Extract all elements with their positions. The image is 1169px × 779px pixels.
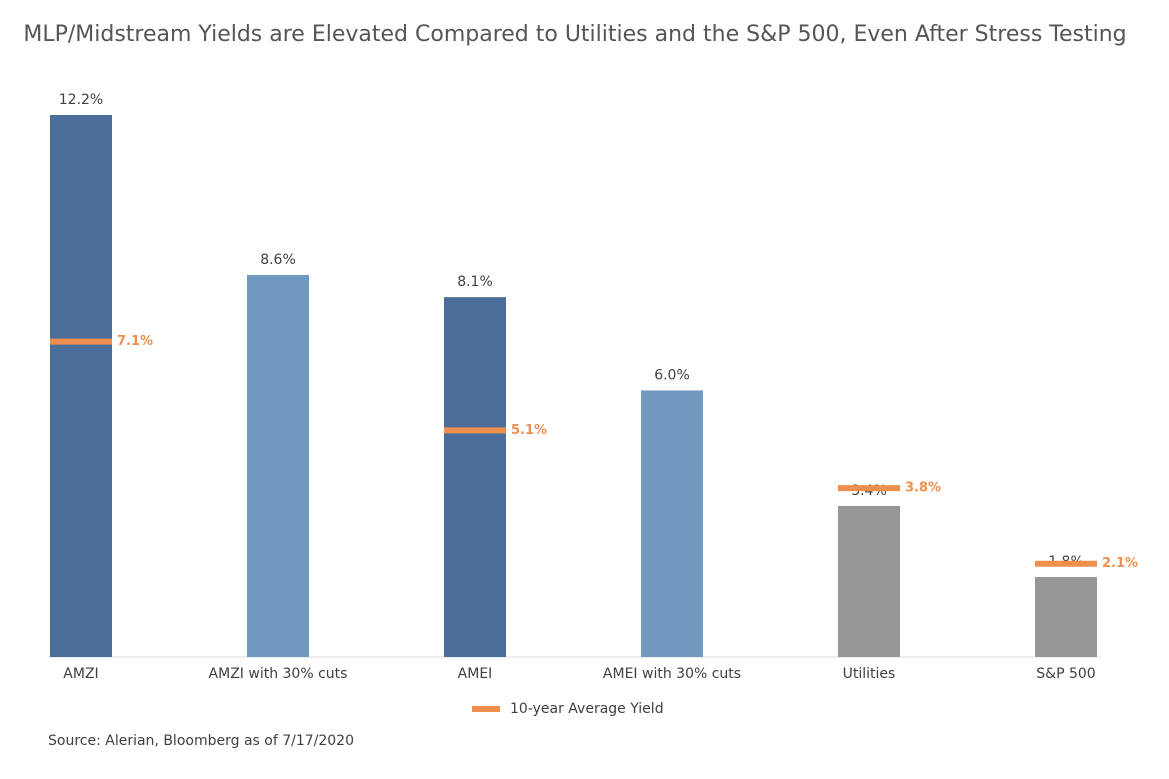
average-label: 2.1% — [1102, 556, 1138, 571]
average-label: 5.1% — [511, 423, 547, 438]
average-label: 7.1% — [117, 334, 153, 349]
bar — [1035, 577, 1097, 657]
source-note: Source: Alerian, Bloomberg as of 7/17/20… — [48, 733, 354, 749]
x-tick-label: AMZI with 30% cuts — [209, 666, 348, 682]
x-tick-label: AMEI — [458, 666, 493, 682]
average-label: 3.8% — [905, 481, 941, 496]
x-tick-label: Utilities — [843, 666, 896, 682]
value-label: 6.0% — [654, 367, 690, 383]
value-label: 12.2% — [59, 92, 103, 108]
bar — [838, 505, 900, 657]
bar — [444, 297, 506, 657]
x-tick-label: AMEI with 30% cuts — [603, 666, 741, 682]
x-tick-label: AMZI — [63, 666, 98, 682]
chart-title: MLP/Midstream Yields are Elevated Compar… — [23, 22, 1126, 47]
x-tick-label: S&P 500 — [1036, 666, 1095, 682]
bar — [247, 274, 309, 657]
bar — [50, 115, 112, 657]
legend-label: 10-year Average Yield — [510, 701, 664, 717]
value-label: 8.1% — [457, 274, 493, 290]
value-label: 8.6% — [260, 252, 296, 268]
bar — [641, 390, 703, 657]
